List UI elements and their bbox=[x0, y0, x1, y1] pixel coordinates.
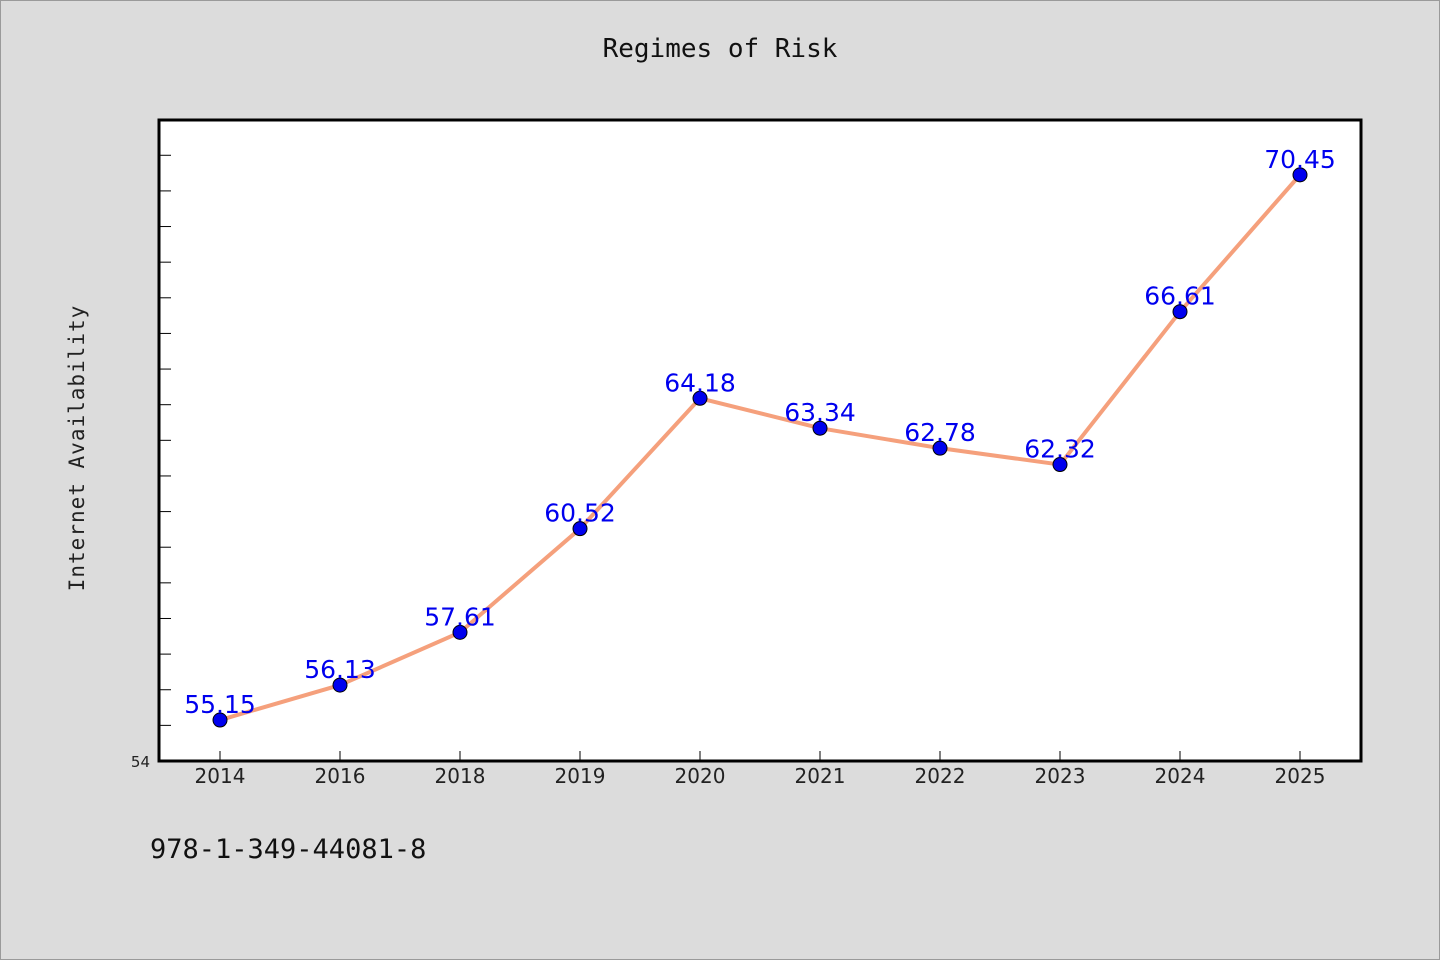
data-label: 63.34 bbox=[784, 398, 856, 427]
data-label: 56.13 bbox=[304, 655, 376, 684]
data-markers bbox=[212, 167, 1308, 728]
x-tick-label: 2016 bbox=[315, 764, 366, 788]
series-line-group bbox=[218, 172, 1302, 723]
data-point bbox=[1172, 304, 1188, 320]
x-tick-label: 2025 bbox=[1275, 764, 1326, 788]
x-tick-label: 2019 bbox=[555, 764, 606, 788]
data-labels: 55.15 56.13 57.61 60.52 64.18 63.34 62.78 62.32… bbox=[184, 145, 1336, 719]
data-label: 55.15 bbox=[184, 690, 256, 719]
y-tick-label: 54 bbox=[131, 753, 150, 771]
data-point bbox=[572, 521, 588, 537]
data-point bbox=[212, 712, 228, 728]
x-tick-label: 2023 bbox=[1035, 764, 1086, 788]
data-point bbox=[452, 624, 468, 640]
series-line bbox=[218, 172, 1302, 723]
y-axis-ticks bbox=[158, 154, 171, 726]
data-point bbox=[932, 440, 948, 456]
data-label: 62.78 bbox=[904, 418, 976, 447]
data-label: 60.52 bbox=[544, 499, 616, 528]
data-label: 62.32 bbox=[1024, 435, 1096, 464]
x-tick-label: 2014 bbox=[195, 764, 246, 788]
data-label: 70.45 bbox=[1264, 145, 1336, 174]
data-label: 66.61 bbox=[1144, 282, 1216, 311]
x-tick-label: 2018 bbox=[435, 764, 486, 788]
data-point bbox=[692, 390, 708, 406]
x-tick-label: 2021 bbox=[795, 764, 846, 788]
chart-title: Regimes of Risk bbox=[602, 34, 838, 64]
data-point bbox=[1292, 167, 1308, 183]
data-point bbox=[332, 677, 348, 693]
data-point bbox=[812, 420, 828, 436]
plot-area bbox=[157, 118, 1363, 763]
x-axis-tick-labels: 2014 2016 2018 2019 2020 2021 2022 2023 2024 2025 bbox=[195, 751, 1326, 788]
data-point bbox=[1052, 457, 1068, 473]
footnote-isbn: 978-1-349-44081-8 bbox=[150, 834, 427, 865]
x-tick-label: 2024 bbox=[1155, 764, 1206, 788]
x-tick-label: 2020 bbox=[675, 764, 726, 788]
data-label: 57.61 bbox=[424, 602, 496, 631]
data-label: 64.18 bbox=[664, 368, 736, 397]
y-axis-label: Internet Availability bbox=[65, 305, 89, 592]
x-tick-label: 2022 bbox=[915, 764, 966, 788]
